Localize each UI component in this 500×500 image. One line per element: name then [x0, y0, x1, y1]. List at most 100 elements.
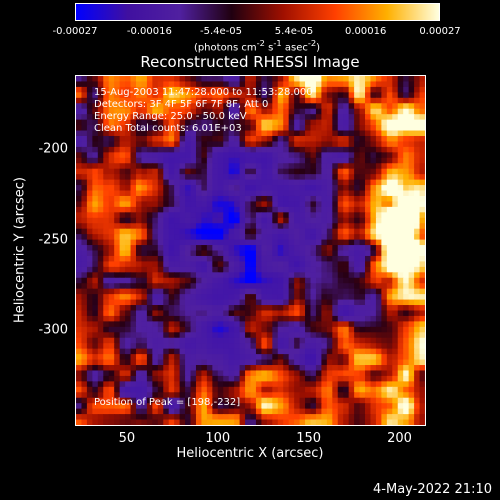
heatmap-cell [146, 185, 153, 192]
heatmap-cell [414, 86, 421, 93]
heatmap-cell [321, 234, 328, 241]
heatmap-cell [108, 272, 115, 279]
heatmap-cell [310, 185, 317, 192]
heatmap-cell [326, 97, 333, 104]
heatmap-cell [343, 190, 350, 197]
heatmap-cell [125, 92, 132, 99]
heatmap-cell [223, 386, 230, 393]
heatmap-cell [419, 201, 425, 208]
heatmap-cell [119, 299, 126, 306]
heatmap-cell [283, 201, 290, 208]
heatmap-cell [146, 255, 153, 263]
heatmap-cell [255, 332, 263, 339]
heatmap-cell [332, 179, 339, 186]
heatmap-cell [163, 250, 170, 257]
heatmap-cell [114, 326, 121, 333]
heatmap-cell [125, 277, 132, 284]
heatmap-cell [305, 266, 312, 273]
heatmap-cell [206, 375, 213, 382]
heatmap-cell [195, 76, 203, 83]
heatmap-cell [354, 272, 361, 279]
heatmap-cell [305, 348, 312, 355]
heatmap-cell [261, 125, 268, 132]
heatmap-cell [114, 168, 121, 175]
heatmap-cell [125, 201, 132, 208]
heatmap-cell [403, 283, 410, 290]
heatmap-cell [234, 217, 241, 224]
heatmap-cell [195, 294, 203, 301]
heatmap-cell [119, 419, 126, 425]
heatmap-cell [277, 326, 284, 333]
heatmap-cell [386, 261, 393, 268]
heatmap-cell [266, 223, 273, 230]
heatmap-cell [228, 245, 235, 252]
heatmap-cell [168, 392, 175, 399]
heatmap-cell [299, 103, 306, 110]
heatmap-cell [81, 343, 88, 350]
heatmap-cell [365, 206, 372, 213]
heatmap-cell [403, 195, 410, 203]
heatmap-cell [365, 130, 372, 137]
heatmap-cell [381, 403, 388, 410]
heatmap-cell [354, 81, 361, 88]
heatmap-cell [146, 294, 153, 301]
heatmap-cell [239, 223, 246, 230]
heatmap-cell [266, 179, 273, 186]
heatmap-cell [157, 310, 164, 317]
heatmap-cell [125, 343, 132, 350]
heatmap-cell [266, 343, 273, 350]
heatmap-cell [86, 245, 93, 252]
heatmap-cell [86, 365, 93, 372]
heatmap-cell [261, 92, 268, 99]
heatmap-cell [125, 81, 132, 88]
heatmap-cell [223, 185, 230, 192]
heatmap-cell [392, 234, 399, 241]
heatmap-cell [392, 141, 399, 148]
heatmap-cell [81, 408, 88, 415]
heatmap-cell [266, 119, 273, 126]
heatmap-cell [283, 250, 290, 257]
heatmap-cell [403, 245, 410, 252]
heatmap-cell [250, 76, 257, 83]
heatmap-cell [299, 86, 306, 93]
heatmap-cell [283, 408, 290, 415]
heatmap-cell [157, 326, 164, 333]
heatmap-cell [272, 234, 279, 241]
heatmap-cell [288, 223, 295, 230]
heatmap-cell [408, 168, 415, 175]
heatmap-cell [152, 359, 159, 366]
heatmap-cell [315, 392, 322, 399]
heatmap-cell [397, 141, 404, 148]
heatmap-cell [283, 348, 290, 355]
heatmap-cell [283, 414, 290, 421]
heatmap-cell [141, 190, 148, 197]
heatmap-cell [332, 168, 339, 175]
heatmap-cell [370, 365, 377, 372]
heatmap-cell [332, 125, 339, 132]
heatmap-cell [294, 403, 301, 410]
heatmap-cell [135, 397, 143, 404]
heatmap-cell [343, 185, 350, 192]
heatmap-cell [195, 157, 203, 164]
heatmap-cell [381, 277, 388, 284]
heatmap-cell [168, 179, 175, 186]
heatmap-cell [152, 283, 159, 290]
heatmap-cell [255, 305, 263, 312]
heatmap-cell [305, 250, 312, 257]
heatmap-cell [250, 152, 257, 159]
heatmap-cell [103, 266, 110, 273]
heatmap-cell [375, 217, 382, 224]
heatmap-cell [108, 130, 115, 137]
heatmap-cell [321, 294, 328, 301]
heatmap-cell [223, 92, 230, 99]
heatmap-cell [403, 130, 410, 137]
heatmap-cell [277, 365, 284, 372]
heatmap-cell [359, 130, 366, 137]
heatmap-cell [288, 81, 295, 88]
heatmap-cell [397, 261, 404, 268]
heatmap-cell [135, 272, 143, 279]
heatmap-cell [375, 272, 382, 279]
heatmap-cell [294, 299, 301, 306]
heatmap-cell [250, 168, 257, 175]
heatmap-cell [206, 408, 213, 415]
